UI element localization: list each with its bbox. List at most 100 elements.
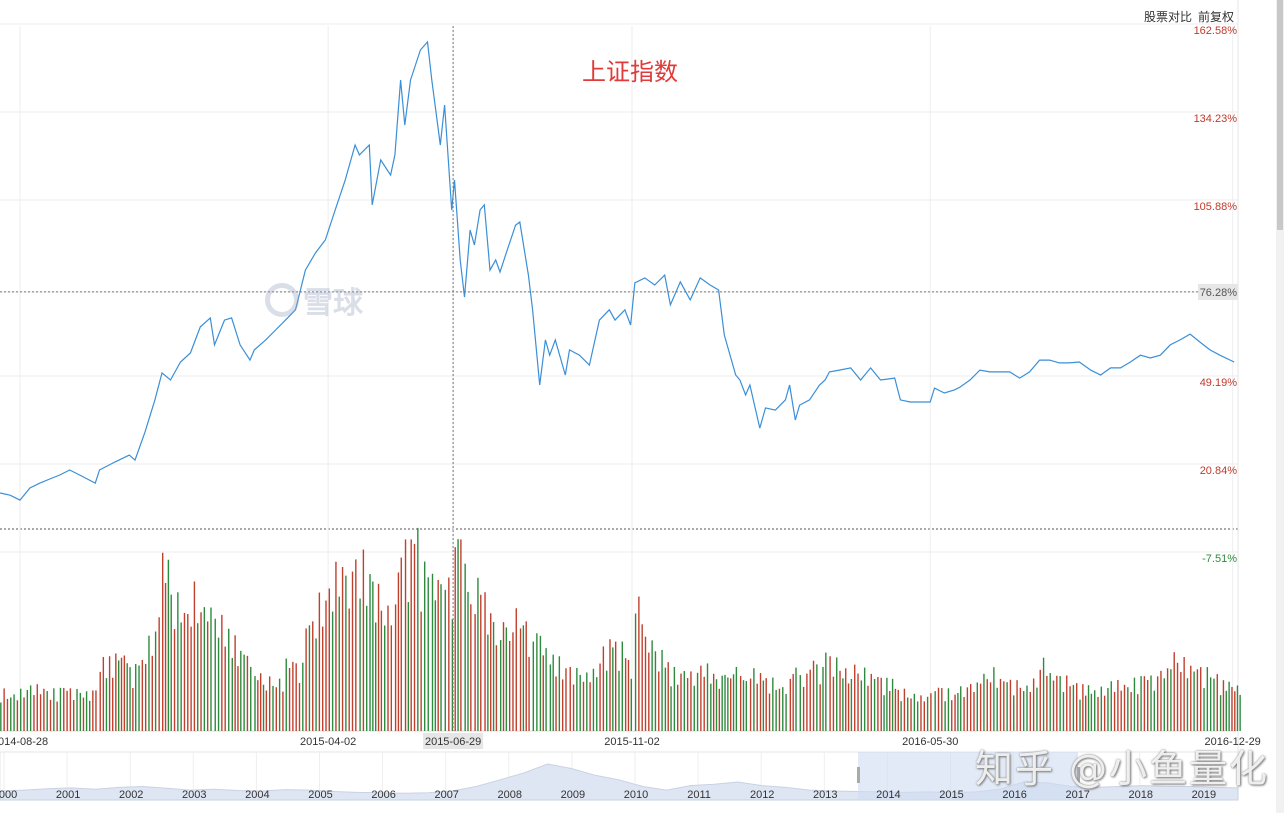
volume-bar: [718, 688, 721, 731]
navigator[interactable]: 2000 2001 2002 2003 2004 2005 2006 2007 2008 2009…: [0, 751, 1239, 801]
volume-bar: [795, 667, 797, 731]
volume-bar: [519, 628, 522, 731]
volume-bar: [870, 673, 872, 731]
volume-bar: [138, 665, 140, 731]
volume-bar: [727, 677, 729, 731]
volume-bar: [624, 658, 627, 731]
volume-bar: [923, 701, 925, 731]
volume-bar: [278, 678, 281, 731]
volume-bar: [341, 567, 344, 731]
volume-bar: [123, 655, 126, 731]
navigator-window[interactable]: [858, 752, 1078, 800]
page-scrollbar[interactable]: [1276, 0, 1284, 813]
volume-bar: [431, 573, 434, 731]
volume-bar: [338, 596, 340, 731]
volume-bar: [457, 539, 459, 731]
volume-bar: [989, 682, 992, 731]
zhihu-watermark: 知乎 @小鱼量化: [975, 747, 1270, 791]
volume-bar: [832, 676, 835, 731]
volume-bar: [819, 684, 821, 731]
xueqiu-logo-icon: [265, 283, 299, 317]
volume-bar: [1186, 678, 1189, 731]
volume-bar: [120, 657, 123, 731]
volume-bar: [579, 674, 581, 731]
volume-bar: [387, 605, 389, 731]
volume-bar: [325, 600, 327, 731]
volume-bar: [190, 626, 192, 731]
volume-bar: [806, 673, 808, 731]
volume-bars: [0, 527, 1241, 731]
volume-bar: [99, 671, 101, 731]
volume-bar: [318, 592, 321, 731]
volume-bar: [894, 688, 897, 731]
volume-bar: [986, 679, 988, 731]
volume-bar: [545, 648, 547, 731]
volume-bar: [673, 666, 676, 731]
volume-bar: [1190, 665, 1192, 731]
volume-bar: [937, 687, 940, 731]
crosshair-value-box: [1198, 283, 1238, 300]
volume-bar: [1160, 670, 1162, 731]
volume-bar: [703, 676, 705, 731]
volume-bar: [979, 683, 982, 731]
volume-bar: [730, 678, 732, 731]
volume-bar: [427, 577, 429, 731]
volume-bar: [237, 666, 239, 731]
volume-bar: [315, 638, 317, 731]
volume-bar: [772, 677, 774, 731]
volume-bar: [696, 672, 699, 731]
volume-bar: [618, 670, 620, 731]
navigator-handle[interactable]: [857, 767, 860, 783]
volume-bar: [1120, 690, 1122, 731]
navigator-handle[interactable]: [1077, 767, 1080, 783]
volume-bar: [1150, 675, 1152, 731]
navigator-year-label: 2005: [308, 789, 332, 801]
volume-bar: [756, 683, 758, 731]
volume-bar: [1097, 696, 1099, 731]
volume-bar: [477, 577, 479, 731]
volume-bar: [1100, 686, 1103, 731]
volume-bar: [1137, 694, 1139, 731]
volume-bar: [549, 664, 552, 731]
volume-bar: [1113, 691, 1116, 731]
volume-bar: [265, 690, 268, 731]
volume-bar: [1056, 675, 1058, 731]
volume-bar: [850, 678, 853, 731]
volume-bar: [569, 666, 571, 731]
forward-adjust-button[interactable]: 前复权: [1197, 10, 1234, 24]
volume-bar: [1219, 695, 1222, 731]
volume-bar: [1176, 662, 1179, 731]
stock-compare-button[interactable]: 股票对比: [1143, 10, 1192, 24]
volume-bar: [877, 677, 879, 731]
volume-bar: [683, 671, 686, 731]
volume-bar: [312, 621, 314, 731]
volume-bar: [1006, 682, 1008, 731]
scrollbar-thumb[interactable]: [1277, 0, 1283, 230]
volume-bar: [250, 666, 252, 731]
volume-bar: [56, 701, 58, 731]
volume-bar: [1143, 676, 1146, 731]
volume-bar: [1153, 690, 1156, 731]
volume-bar: [963, 697, 965, 731]
volume-bar: [930, 693, 932, 731]
volume-bar: [976, 682, 979, 731]
volume-bar: [234, 635, 236, 731]
navigator-year-label: 2014: [876, 789, 900, 801]
volume-bar: [23, 697, 25, 731]
volume-bar: [203, 607, 206, 731]
crosshair-date-box: [423, 733, 484, 749]
volume-bar: [63, 687, 65, 731]
volume-bar: [464, 563, 466, 731]
volume-bar: [148, 635, 150, 731]
volume-bar: [883, 695, 885, 731]
volume-bar: [555, 676, 557, 731]
volume-bar: [641, 624, 643, 731]
volume-bar: [262, 684, 265, 731]
volume-bar: [1009, 679, 1012, 731]
volume-bar: [151, 655, 153, 731]
volume-bar: [1069, 686, 1071, 731]
volume-bar: [880, 677, 882, 731]
navigator-year-label: 2017: [1065, 789, 1089, 801]
volume-bar: [1147, 679, 1149, 731]
